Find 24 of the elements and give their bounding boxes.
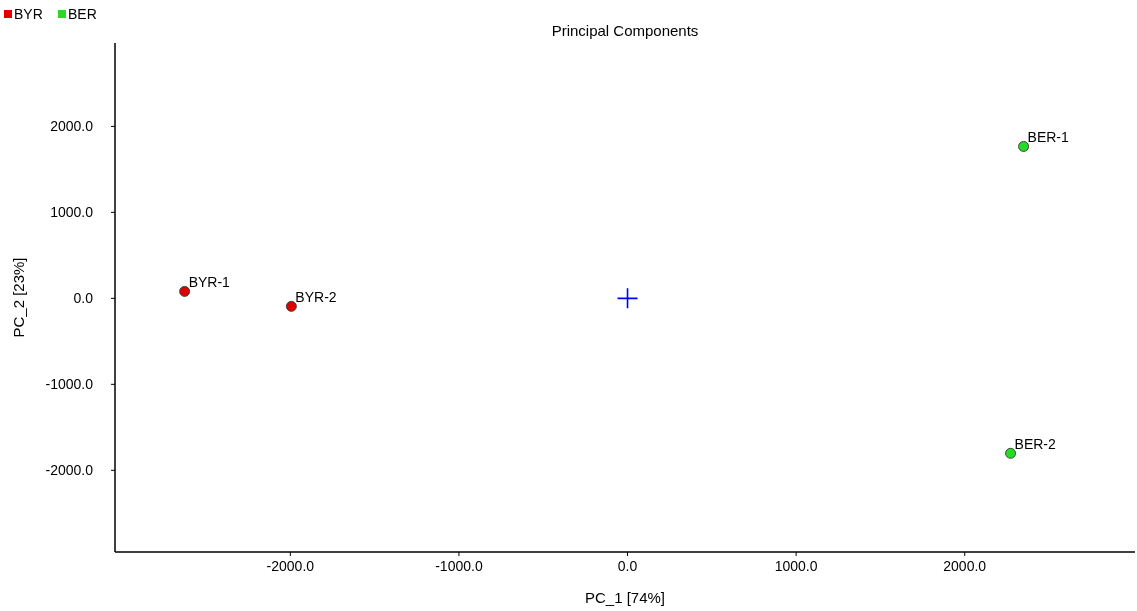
point [285,300,297,312]
y-tick-label: 1000.0 [50,204,94,221]
legend-label: BER [68,6,97,22]
x-axis-title: PC_1 [74%] [584,589,666,606]
x-tick-label: 1000.0 [774,558,818,574]
x-tick-label: 0.0 [617,558,638,574]
point [1018,140,1030,152]
x-tick-label: -2000.0 [266,558,315,574]
point [1005,447,1017,459]
y-tick-label: 2000.0 [50,118,94,135]
annotation: BER-2 [1014,436,1057,453]
annotation: BER-1 [1027,129,1070,146]
annotation: BYR-1 [188,274,231,291]
x-tick-label: -1000.0 [435,558,483,574]
y-tick-label: -2000.0 [45,462,94,479]
y-tick-label: -1000.0 [45,376,94,393]
y-tick-label: 0.0 [73,290,94,307]
annotation: BYR-2 [295,289,337,306]
legend-label: BYR [14,6,43,22]
y-axis-title: PC_2 [23%] [10,257,27,338]
point [616,287,639,310]
point [179,285,191,297]
chart-title: Principal Components [551,22,699,39]
x-tick-label: 2000.0 [943,558,987,574]
